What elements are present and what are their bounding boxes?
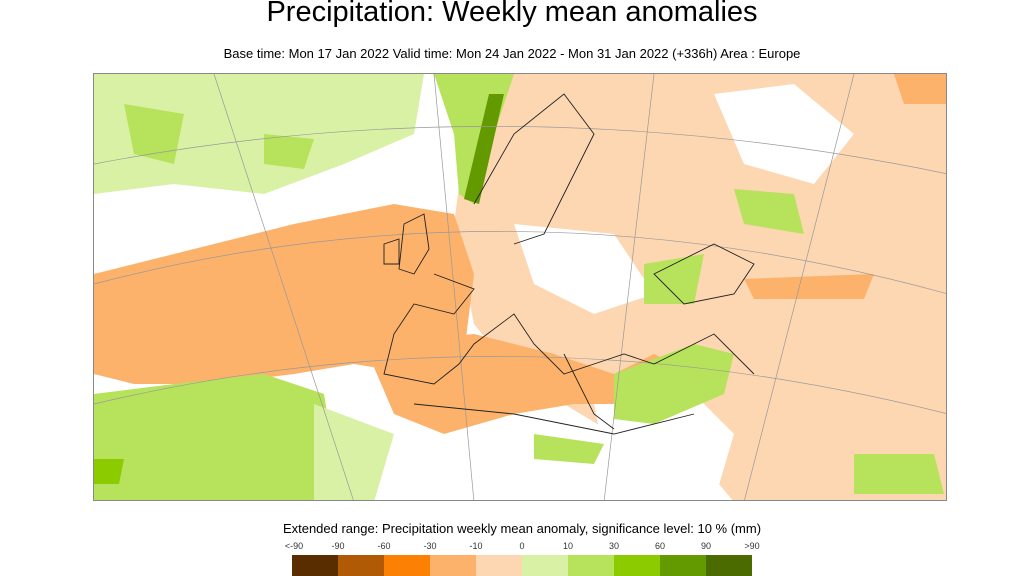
anomaly-region-neutral — [514, 224, 654, 314]
anomaly-region-greenland — [124, 104, 184, 164]
legend-tick: -30 — [423, 541, 437, 551]
legend-tick: 0 — [519, 541, 525, 551]
anomaly-region-caspian — [734, 189, 804, 234]
legend-swatch — [568, 555, 614, 576]
legend-swatch — [430, 555, 476, 576]
graticule — [94, 74, 946, 500]
legend-tick: 10 — [562, 541, 574, 551]
legend-tick: 60 — [654, 541, 666, 551]
coastlines — [383, 93, 755, 435]
legend-swatch — [384, 555, 430, 576]
chart-subtitle: Base time: Mon 17 Jan 2022 Valid time: M… — [223, 46, 801, 61]
anomaly-region-east-med — [614, 344, 734, 424]
anomaly-region-turkey — [644, 254, 704, 304]
legend-tick: -90 — [331, 541, 345, 551]
anomaly-map — [93, 73, 947, 501]
anomaly-region-south-atlantic-light — [314, 404, 394, 500]
legend-swatch — [614, 555, 660, 576]
legend-ticks: <-90 -90 -60 -30 -10 0 10 30 60 90 >90 — [282, 541, 762, 553]
anomaly-region-norway-coast — [464, 94, 504, 204]
legend-swatch — [476, 555, 522, 576]
legend-colorbar — [292, 555, 752, 576]
legend-tick: -10 — [469, 541, 483, 551]
anomaly-region-neutral — [714, 84, 854, 184]
legend-tick: -60 — [377, 541, 391, 551]
legend-swatch — [660, 555, 706, 576]
legend-swatch — [292, 555, 338, 576]
anomaly-region-iceland — [264, 134, 314, 169]
anomaly-region-north-atlantic — [94, 74, 424, 194]
legend-swatch — [522, 555, 568, 576]
anomaly-region-north-africa — [534, 434, 604, 464]
legend-tick: <-90 — [284, 541, 304, 551]
anomaly-region-south-atlantic — [94, 374, 334, 500]
anomaly-region-east-band — [744, 274, 874, 299]
anomaly-region-ne — [894, 74, 946, 104]
legend-swatch — [338, 555, 384, 576]
anomaly-region-canary — [94, 459, 124, 484]
legend-swatch — [706, 555, 752, 576]
anomaly-region-med — [364, 334, 694, 434]
chart-title: Precipitation: Weekly mean anomalies — [266, 0, 758, 28]
legend-tick: 30 — [608, 541, 620, 551]
anomaly-region-se — [854, 454, 944, 494]
legend-tick: >90 — [744, 541, 760, 551]
legend-title: Extended range: Precipitation weekly mea… — [282, 521, 762, 536]
anomaly-region-atlantic — [94, 204, 474, 384]
legend-tick: 90 — [700, 541, 712, 551]
